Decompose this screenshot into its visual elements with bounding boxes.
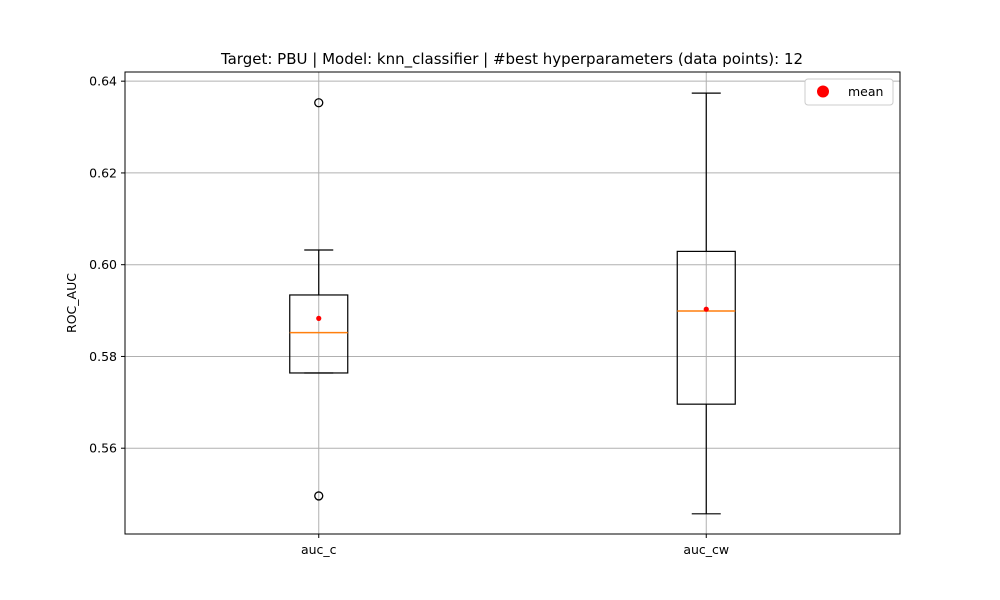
box-group xyxy=(289,92,736,515)
y-tick-label-1: 0.58 xyxy=(89,349,117,364)
legend-box xyxy=(804,78,894,106)
plot-frame xyxy=(124,71,901,535)
y-axis-ticks: 0.56 0.58 0.60 0.62 0.64 xyxy=(89,74,125,456)
outlier-1 xyxy=(314,491,324,501)
x-axis-ticks: auc_c auc_cw xyxy=(301,534,729,557)
iqr-box xyxy=(289,294,349,374)
legend-entry-mean: mean xyxy=(848,84,883,99)
y-tick-label-2: 0.60 xyxy=(89,257,117,272)
mean-marker xyxy=(316,315,322,321)
iqr-box xyxy=(676,250,736,405)
legend: mean xyxy=(804,78,894,106)
box-auc_cw xyxy=(676,92,736,515)
y-tick-label-4: 0.64 xyxy=(89,74,117,89)
y-axis-label: ROC_AUC xyxy=(64,273,79,333)
box-auc_c xyxy=(289,98,349,501)
y-tick-label-3: 0.62 xyxy=(89,165,117,180)
legend-mean-marker xyxy=(817,85,829,98)
x-tick-label-0: auc_c xyxy=(301,542,337,557)
mean-marker xyxy=(703,306,709,312)
x-tick-label-1: auc_cw xyxy=(683,542,729,557)
y-tick-label-0: 0.56 xyxy=(89,441,117,456)
outlier-0 xyxy=(314,98,324,108)
chart-title: Target: PBU | Model: knn_classifier | #b… xyxy=(220,50,803,69)
